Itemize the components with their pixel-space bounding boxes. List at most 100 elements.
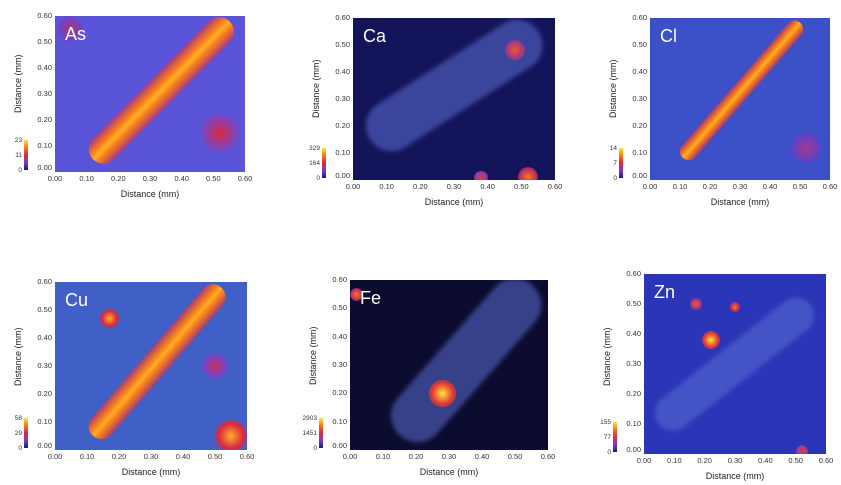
- y-tick-label: 0.30: [37, 361, 52, 370]
- y-tick-label: 0.60: [335, 13, 350, 22]
- x-tick-label: 0.60: [547, 182, 563, 191]
- x-tick-label: 0.10: [375, 452, 391, 461]
- colorbar-tick-label: 2903: [302, 415, 317, 422]
- heatmap-hotspot: [474, 170, 488, 180]
- colorbar-tick-label: 11: [15, 152, 22, 159]
- y-tick-label: 0.40: [37, 333, 52, 342]
- x-tick-label: 0.20: [702, 182, 718, 191]
- colorbar-tick-label: 14: [609, 145, 617, 152]
- heatmap-band: [676, 18, 807, 165]
- x-tick-label: 0.30: [441, 452, 457, 461]
- colorbar-tick-label: 0: [18, 445, 22, 452]
- element-label: Zn: [654, 282, 676, 302]
- x-tick-label: 0.50: [507, 452, 523, 461]
- heatmap-hotspot: [701, 330, 720, 350]
- colorbar-tick-label: 29: [14, 430, 22, 437]
- y-tick-label: 0.20: [626, 389, 641, 398]
- colorbar: [319, 418, 323, 448]
- x-tick-label: 0.50: [514, 182, 529, 191]
- colorbar-tick-label: 0: [607, 449, 611, 456]
- heatmap-hotspot: [202, 353, 228, 379]
- heatmap-hotspot: [215, 420, 247, 450]
- x-tick-label: 0.50: [792, 182, 808, 191]
- y-axis-label: Distance (mm): [13, 327, 23, 387]
- x-tick-label: 0.00: [47, 174, 63, 183]
- x-axis-label: Distance (mm): [120, 189, 180, 199]
- y-tick-label: 0.40: [37, 63, 52, 72]
- heatmap-band: [83, 282, 232, 445]
- y-tick-label: 0.40: [626, 329, 641, 338]
- x-tick-label: 0.60: [239, 452, 255, 461]
- y-tick-label: 0.00: [37, 163, 52, 172]
- y-tick-label: 0.20: [632, 121, 647, 130]
- x-tick-label: 0.00: [342, 452, 358, 461]
- x-axis-label: Distance (mm): [710, 197, 770, 207]
- x-tick-label: 0.50: [206, 174, 221, 183]
- y-tick-label: 0.10: [626, 419, 641, 428]
- y-tick-label: 0.20: [37, 389, 52, 398]
- y-tick-label: 0.00: [632, 171, 647, 180]
- y-tick-label: 0.30: [626, 359, 641, 368]
- x-tick-label: 0.50: [207, 452, 223, 461]
- x-tick-label: 0.30: [732, 182, 748, 191]
- y-tick-label: 0.30: [37, 89, 52, 98]
- x-tick-label: 0.30: [142, 174, 158, 183]
- x-tick-label: 0.40: [480, 182, 495, 191]
- colorbar-tick-label: 77: [603, 434, 611, 441]
- y-tick-label: 0.30: [632, 94, 647, 103]
- element-label: Cu: [65, 290, 89, 310]
- x-axis-label: Distance (mm): [705, 471, 765, 481]
- y-tick-label: 0.30: [335, 94, 350, 103]
- y-tick-label: 0.60: [332, 275, 347, 284]
- heatmap-hotspot: [517, 167, 539, 180]
- y-tick-label: 0.30: [332, 360, 347, 369]
- colorbar: [24, 418, 28, 448]
- y-tick-label: 0.60: [37, 11, 52, 20]
- y-tick-label: 0.40: [632, 67, 647, 76]
- x-tick-label: 0.20: [111, 174, 126, 183]
- x-tick-label: 0.20: [408, 452, 424, 461]
- x-axis-label: Distance (mm): [419, 467, 479, 477]
- colorbar-tick-label: 23: [14, 137, 22, 144]
- x-tick-label: 0.10: [672, 182, 688, 191]
- colorbar-tick-label: 329: [309, 145, 320, 152]
- x-axis-label: Distance (mm): [121, 467, 181, 477]
- heatmap-hotspot: [689, 297, 702, 311]
- x-tick-label: 0.00: [345, 182, 361, 191]
- x-tick-label: 0.30: [727, 456, 743, 465]
- heatmap-hotspot: [99, 308, 119, 328]
- x-tick-label: 0.10: [79, 452, 95, 461]
- heatmap-band: [647, 289, 823, 439]
- x-tick-label: 0.40: [174, 174, 189, 183]
- y-tick-label: 0.10: [335, 148, 350, 157]
- element-label: Cl: [660, 26, 677, 46]
- y-tick-label: 0.40: [332, 331, 347, 341]
- heatmap-hotspot: [200, 114, 239, 152]
- y-tick-label: 0.50: [632, 40, 647, 49]
- x-tick-label: 0.40: [175, 452, 191, 461]
- colorbar-tick-label: 164: [309, 160, 320, 167]
- y-axis-label: Distance (mm): [13, 54, 23, 113]
- y-tick-label: 0.10: [37, 141, 52, 150]
- x-tick-label: 0.40: [762, 182, 778, 191]
- y-tick-label: 0.00: [37, 441, 52, 450]
- y-tick-label: 0.00: [335, 171, 350, 180]
- x-tick-label: 0.00: [636, 456, 652, 465]
- heatmap-hotspot: [791, 132, 821, 163]
- colorbar-tick-label: 155: [600, 419, 611, 426]
- y-tick-label: 0.00: [626, 445, 641, 454]
- y-axis-label: Distance (mm): [608, 59, 618, 119]
- x-tick-label: 0.50: [788, 456, 803, 465]
- y-tick-label: 0.00: [332, 441, 347, 450]
- y-axis-label: Distance (mm): [602, 327, 612, 386]
- x-tick-label: 0.10: [79, 174, 94, 183]
- colorbar-tick-label: 0: [613, 175, 617, 182]
- y-tick-label: 0.60: [626, 269, 641, 278]
- y-tick-label: 0.50: [626, 299, 641, 308]
- x-tick-label: 0.30: [143, 452, 159, 461]
- y-axis-label: Distance (mm): [308, 326, 318, 386]
- x-tick-label: 0.20: [697, 456, 712, 465]
- colorbar-tick-label: 58: [14, 415, 22, 422]
- x-tick-label: 0.10: [667, 456, 682, 465]
- colorbar: [24, 140, 28, 170]
